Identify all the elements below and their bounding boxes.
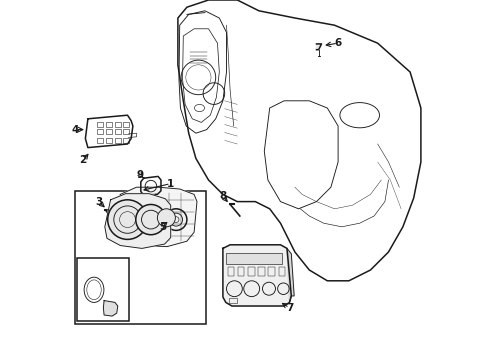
Bar — [106, 138, 112, 143]
Bar — [247, 267, 254, 276]
Bar — [278, 267, 285, 276]
Bar — [258, 267, 264, 276]
Text: 6: 6 — [334, 38, 341, 48]
Text: 1: 1 — [167, 179, 174, 189]
Circle shape — [157, 209, 175, 227]
Polygon shape — [118, 187, 197, 247]
Bar — [122, 129, 129, 134]
Bar — [115, 129, 121, 134]
Circle shape — [165, 209, 186, 230]
Circle shape — [136, 204, 166, 235]
Polygon shape — [286, 248, 294, 302]
Text: 8: 8 — [219, 191, 226, 201]
Circle shape — [107, 200, 147, 239]
Polygon shape — [85, 115, 133, 148]
Bar — [237, 267, 244, 276]
Text: 7: 7 — [285, 303, 293, 313]
Bar — [75, 191, 205, 324]
Bar — [122, 122, 129, 127]
Text: 5: 5 — [159, 222, 166, 232]
Bar — [106, 122, 112, 127]
Bar — [115, 138, 121, 143]
Text: 9: 9 — [136, 170, 143, 180]
Polygon shape — [104, 194, 170, 248]
Bar — [229, 298, 236, 303]
Text: 4: 4 — [71, 125, 79, 135]
Bar — [227, 267, 234, 276]
Bar — [77, 258, 129, 321]
Bar — [97, 138, 103, 143]
Bar — [268, 267, 274, 276]
Bar — [115, 122, 121, 127]
Text: 3: 3 — [95, 197, 102, 207]
Text: 2: 2 — [80, 155, 87, 165]
Bar — [97, 122, 103, 127]
Bar — [106, 129, 112, 134]
Polygon shape — [141, 176, 161, 195]
Bar — [226, 253, 282, 264]
Bar — [122, 138, 129, 143]
Polygon shape — [316, 44, 321, 50]
Polygon shape — [223, 245, 291, 306]
Bar — [97, 129, 103, 134]
Polygon shape — [103, 301, 118, 316]
